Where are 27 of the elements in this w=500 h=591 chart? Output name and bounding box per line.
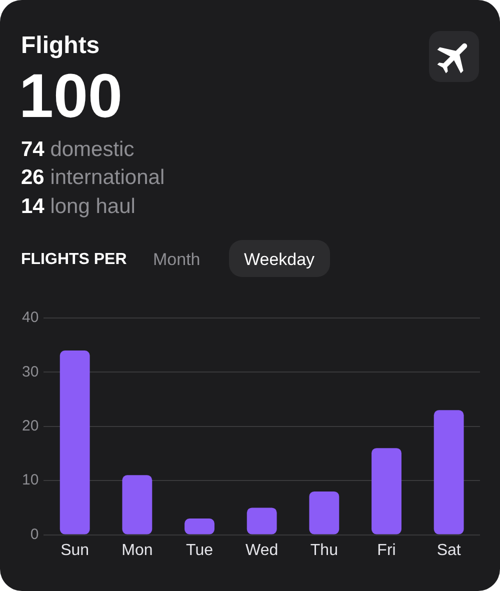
y-tick-label: 0	[30, 526, 39, 543]
y-tick-label: 10	[22, 472, 39, 489]
x-tick-label: Sun	[60, 542, 90, 559]
bar	[122, 475, 152, 534]
x-tick-label: Wed	[246, 542, 278, 559]
text: 14 long haul	[21, 194, 136, 218]
x-tick-label: Mon	[122, 542, 153, 559]
text: FLIGHTS PER	[21, 250, 127, 268]
text: 100	[19, 62, 122, 131]
x-tick-label: Sat	[436, 542, 462, 559]
bar	[309, 491, 340, 534]
y-tick-label: 30	[22, 363, 39, 380]
x-tick-label: Tue	[186, 542, 214, 559]
bar	[434, 410, 464, 534]
x-tick-label: Thu	[310, 542, 338, 559]
bar	[372, 448, 402, 534]
x-tick-label: Fri	[377, 542, 396, 559]
text: Weekday	[244, 250, 315, 269]
y-tick-label: 20	[22, 418, 39, 435]
text: 26 international	[21, 166, 165, 190]
chart-title: Flights	[21, 32, 100, 59]
bar	[246, 508, 277, 534]
y-tick-label: 40	[22, 309, 39, 326]
bar	[60, 350, 90, 534]
text: Month	[153, 250, 200, 269]
text: 74 domestic	[21, 138, 134, 161]
bar	[184, 518, 214, 534]
